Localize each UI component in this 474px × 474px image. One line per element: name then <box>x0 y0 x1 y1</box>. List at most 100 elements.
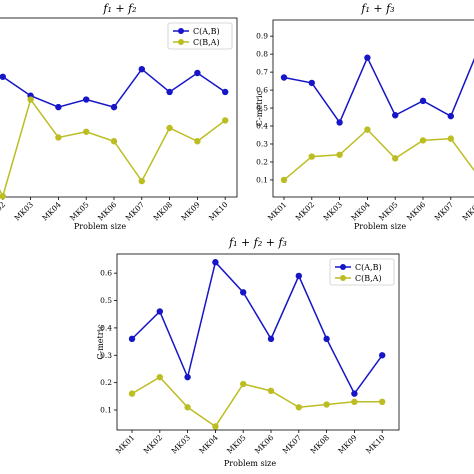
y-tick-label: 0.3 <box>256 139 268 148</box>
x-tick-label: MK08 <box>152 200 175 223</box>
marker <box>364 54 371 61</box>
x-tick-label: MK07 <box>433 200 456 223</box>
legend: C(A,B) C(B,A) <box>329 258 395 286</box>
series-line <box>131 376 383 428</box>
marker <box>27 96 34 103</box>
marker <box>156 373 163 381</box>
marker <box>280 176 288 184</box>
x-tick-label: MK03 <box>170 433 193 456</box>
marker <box>419 97 427 105</box>
legend-marker <box>178 28 184 34</box>
x-tick-label: MK06 <box>405 200 428 223</box>
marker <box>138 65 145 73</box>
y-tick-label: 0.5 <box>100 296 112 305</box>
marker <box>280 74 288 81</box>
series-line <box>0 68 226 108</box>
marker <box>336 119 343 126</box>
marker <box>267 335 275 343</box>
marker <box>166 124 173 132</box>
marker <box>0 73 6 80</box>
x-tick-label: MK07 <box>124 200 147 223</box>
marker <box>0 193 6 200</box>
x-tick-label: MK02 <box>142 433 165 456</box>
y-tick-label: 0.9 <box>256 32 268 41</box>
chart-title: f₁ + f₂ <box>102 2 136 15</box>
x-tick-label: MK09 <box>179 200 202 223</box>
marker <box>364 126 371 133</box>
x-axis-label: Problem size <box>354 222 406 231</box>
marker <box>128 335 136 343</box>
marker <box>392 155 399 162</box>
x-tick-label: MK01 <box>266 200 289 223</box>
y-tick-label: 0.4 <box>256 122 268 131</box>
y-tick-label: 0.3 <box>100 351 112 360</box>
marker <box>392 112 399 119</box>
marker <box>379 352 386 359</box>
x-tick-label: MK07 <box>281 433 304 456</box>
x-tick-label: MK10 <box>207 200 230 223</box>
y-tick-label: 0.5 <box>256 104 268 113</box>
marker <box>156 308 163 315</box>
marker <box>184 373 191 381</box>
legend-marker <box>340 275 346 281</box>
x-tick-label: MK05 <box>225 433 248 456</box>
y-tick-label: 0.6 <box>256 86 268 95</box>
chart-title: f₁ + f₂ + f₃ <box>228 236 287 249</box>
x-tick-label: MK06 <box>253 433 276 456</box>
marker <box>222 117 229 124</box>
legend-marker <box>178 39 184 45</box>
marker <box>295 404 302 411</box>
x-tick-label: MK08 <box>461 200 474 223</box>
x-tick-label: MK04 <box>40 200 63 223</box>
y-tick-label: 0.1 <box>100 406 112 415</box>
legend-label: C(B,A) <box>355 274 382 283</box>
marker <box>194 69 201 77</box>
x-tick-label: MK04 <box>197 433 220 456</box>
x-tick-label: MK02 <box>294 200 317 223</box>
y-axis-label: C-metric <box>96 324 105 360</box>
series-line <box>131 260 383 396</box>
marker <box>212 423 219 430</box>
marker <box>138 177 145 185</box>
x-tick-label: MK06 <box>96 200 119 223</box>
series-line <box>0 97 226 199</box>
marker <box>83 96 90 103</box>
x-tick-label: MK03 <box>13 200 36 223</box>
plot-frame <box>116 253 400 431</box>
x-tick-label: MK05 <box>68 200 91 223</box>
marker <box>351 398 358 406</box>
marker <box>267 387 275 395</box>
marker <box>323 335 330 343</box>
y-tick-label: 0.2 <box>256 157 268 166</box>
plot-frame <box>272 19 474 198</box>
marker <box>110 103 118 111</box>
y-tick-label: 0.2 <box>100 378 112 387</box>
plot-frame <box>0 17 238 198</box>
x-tick-label: MK10 <box>364 433 387 456</box>
marker <box>295 272 302 280</box>
legend-marker <box>340 264 346 270</box>
marker <box>379 398 386 406</box>
marker <box>222 88 229 96</box>
y-axis-label: C-metric <box>255 90 264 126</box>
y-tick-label: 0.7 <box>256 68 268 77</box>
y-tick-label: 0.1 <box>256 175 268 184</box>
marker <box>184 404 191 411</box>
marker <box>323 401 330 408</box>
marker <box>240 380 247 388</box>
marker <box>308 153 315 160</box>
marker <box>419 137 427 144</box>
marker <box>55 103 62 111</box>
chart-panel: MK01MK02MK03MK04MK05MK06MK07MK08MK09MK10… <box>0 2 238 231</box>
marker <box>83 128 90 135</box>
x-tick-label: MK05 <box>377 200 400 223</box>
x-tick-label: MK09 <box>336 433 359 456</box>
marker <box>240 289 247 296</box>
series-line <box>283 55 474 124</box>
legend-label: C(A,B) <box>193 27 220 36</box>
x-tick-label: MK08 <box>309 433 332 456</box>
x-axis-label: Problem size <box>74 222 126 231</box>
